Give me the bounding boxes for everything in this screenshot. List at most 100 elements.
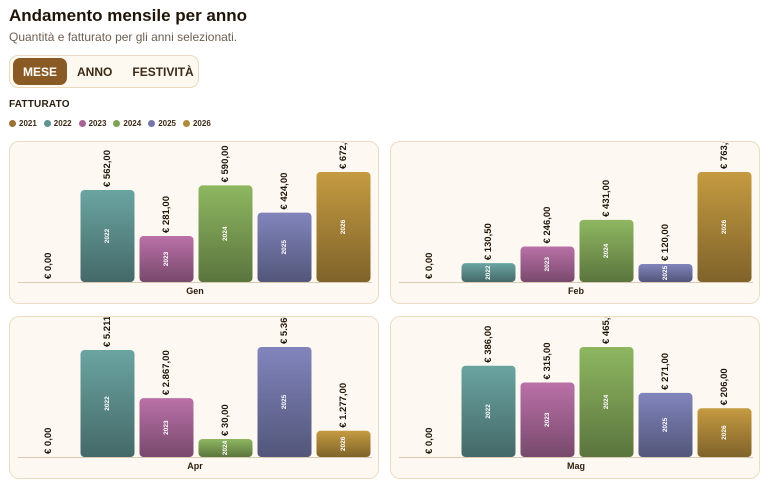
tab-anno[interactable]: ANNO — [77, 64, 113, 79]
bar-year-label: 2024 — [222, 226, 229, 241]
panel-gen: € 0,00 2022 € 562,00 2023 € 281,00 2024 € 590,… — [9, 141, 379, 304]
legend-swatch-2021 — [9, 120, 16, 127]
legend-label-2024: 2024 — [123, 119, 142, 128]
value-label-gen-2026: € 672,00 — [338, 142, 349, 169]
value-label-feb-2022: € 130,50 — [483, 223, 494, 260]
bar-gen-2024[interactable] — [198, 185, 253, 282]
panel-mag: € 0,00 2022 € 386,00 2023 € 315,00 2024 € 465,… — [390, 316, 760, 479]
value-label-gen-2021: € 0,00 — [43, 253, 54, 279]
legend-label-2025: 2025 — [158, 119, 176, 128]
legend-item-2023: 2023 — [78, 119, 107, 128]
bar-gen-2026[interactable] — [316, 172, 371, 282]
bar-year-label: 2023 — [544, 257, 551, 272]
chart-mag: € 0,00 2022 € 386,00 2023 € 315,00 2024 € 465,… — [399, 317, 753, 471]
legend-label-2022: 2022 — [53, 119, 72, 128]
value-label-gen-2023: € 281,00 — [161, 196, 172, 233]
value-label-apr-2026: € 1.277,00 — [338, 383, 349, 428]
value-label-apr-2022: € 5.211,20 — [102, 317, 113, 347]
legend-item-2024: 2024 — [113, 119, 141, 128]
value-label-apr-2021: € 0,00 — [43, 428, 54, 454]
tab-mese[interactable]: MESE — [13, 58, 68, 85]
bar-year-label: 2026 — [721, 219, 728, 234]
panel-apr: € 0,00 2022 € 5.211,20 2023 € 2.867,00 2024 € … — [9, 316, 379, 479]
bar-mag-2024[interactable] — [579, 347, 634, 457]
legend-swatch-2022 — [43, 120, 51, 127]
bar-mag-2023[interactable] — [520, 382, 575, 457]
month-label: Feb — [568, 286, 585, 296]
page-title: Andamento mensile per anno — [9, 6, 248, 25]
chart-feb: € 0,00 2022 € 130,50 2023 € 246,00 2024 € 431,… — [399, 142, 753, 296]
bar-mag-2026[interactable] — [697, 408, 752, 457]
bar-apr-2025[interactable] — [257, 347, 312, 457]
bar-apr-2022[interactable] — [80, 350, 135, 457]
tab-festivita[interactable]: FESTIVITÀ — [132, 64, 194, 79]
value-label-mag-2023: € 315,00 — [542, 342, 553, 379]
month-label: Apr — [187, 461, 203, 471]
legend-swatch-2025 — [148, 120, 156, 127]
value-label-mag-2022: € 386,00 — [483, 326, 494, 363]
bar-year-label: 2023 — [163, 420, 170, 435]
value-label-mag-2026: € 206,00 — [719, 368, 730, 405]
value-label-feb-2024: € 431,00 — [601, 180, 612, 217]
bar-year-label: 2022 — [104, 228, 111, 243]
bar-year-label: 2025 — [281, 394, 288, 409]
value-label-gen-2024: € 590,00 — [220, 145, 231, 182]
value-label-feb-2025: € 120,00 — [660, 224, 671, 261]
bar-year-label: 2022 — [485, 265, 492, 280]
value-label-feb-2026: € 763,00 — [719, 142, 730, 169]
month-label: Mag — [567, 461, 585, 471]
bar-feb-2024[interactable] — [579, 219, 634, 282]
legend-item-2026: 2026 — [182, 119, 211, 128]
bar-year-label: 2025 — [662, 417, 669, 432]
panel-feb: € 0,00 2022 € 130,50 2023 € 246,00 2024 € 431,… — [390, 141, 760, 304]
bar-year-label: 2026 — [721, 425, 728, 440]
value-label-feb-2023: € 246,00 — [542, 207, 553, 244]
value-label-apr-2025: € 5.360,00 — [279, 317, 290, 344]
legend-label-2021: 2021 — [19, 119, 37, 128]
legend-label-2023: 2023 — [88, 119, 107, 128]
bar-feb-2025[interactable] — [638, 264, 693, 282]
bar-year-label: 2022 — [104, 396, 111, 411]
bar-feb-2022[interactable] — [461, 263, 516, 282]
bar-apr-2024[interactable] — [198, 439, 253, 457]
legend-item-2025: 2025 — [148, 119, 176, 128]
legend-swatch-2024 — [113, 120, 121, 127]
value-label-apr-2023: € 2.867,00 — [161, 350, 172, 395]
bar-year-label: 2024 — [603, 394, 610, 409]
bar-year-label: 2025 — [662, 265, 669, 280]
bar-feb-2026[interactable] — [697, 172, 752, 282]
page-subtitle: Quantità e fatturato per gli anni selezi… — [9, 30, 238, 44]
section-label-fatturato: FATTURATO — [9, 99, 70, 110]
bar-mag-2025[interactable] — [638, 392, 693, 457]
bar-year-label: 2026 — [340, 436, 347, 451]
legend-swatch-2023 — [78, 120, 86, 127]
legend-swatch-2026 — [182, 120, 190, 127]
bar-gen-2025[interactable] — [257, 212, 312, 282]
month-label: Gen — [186, 286, 204, 296]
bar-year-label: 2026 — [340, 219, 347, 234]
value-label-mag-2024: € 465,00 — [601, 317, 612, 344]
bar-feb-2023[interactable] — [520, 246, 575, 282]
value-label-gen-2025: € 424,00 — [279, 173, 290, 210]
value-label-mag-2025: € 271,00 — [660, 353, 671, 390]
bar-mag-2022[interactable] — [461, 365, 516, 457]
chart-apr: € 0,00 2022 € 5.211,20 2023 € 2.867,00 2024 € … — [18, 317, 372, 471]
legend-label-2026: 2026 — [192, 119, 211, 128]
legend-item-2021: 2021 — [9, 119, 37, 128]
bar-year-label: 2024 — [222, 440, 229, 455]
legend-item-2022: 2022 — [43, 119, 72, 128]
view-switcher: MESE ANNO FESTIVITÀ — [9, 55, 199, 88]
bar-year-label: 2022 — [485, 404, 492, 419]
bar-gen-2023[interactable] — [139, 236, 194, 282]
chart-gen: € 0,00 2022 € 562,00 2023 € 281,00 2024 € 590,… — [18, 142, 372, 296]
bar-year-label: 2023 — [163, 251, 170, 266]
bar-year-label: 2025 — [281, 240, 288, 255]
value-label-apr-2024: € 30,00 — [220, 404, 231, 436]
bar-gen-2022[interactable] — [80, 190, 135, 282]
bar-year-label: 2023 — [544, 412, 551, 427]
value-label-gen-2022: € 562,00 — [102, 150, 113, 187]
bar-apr-2026[interactable] — [316, 430, 371, 457]
bar-year-label: 2024 — [603, 243, 610, 258]
chart-legend: 2021 2022 2023 2024 2025 2026 — [9, 119, 211, 128]
bar-apr-2023[interactable] — [139, 398, 194, 457]
